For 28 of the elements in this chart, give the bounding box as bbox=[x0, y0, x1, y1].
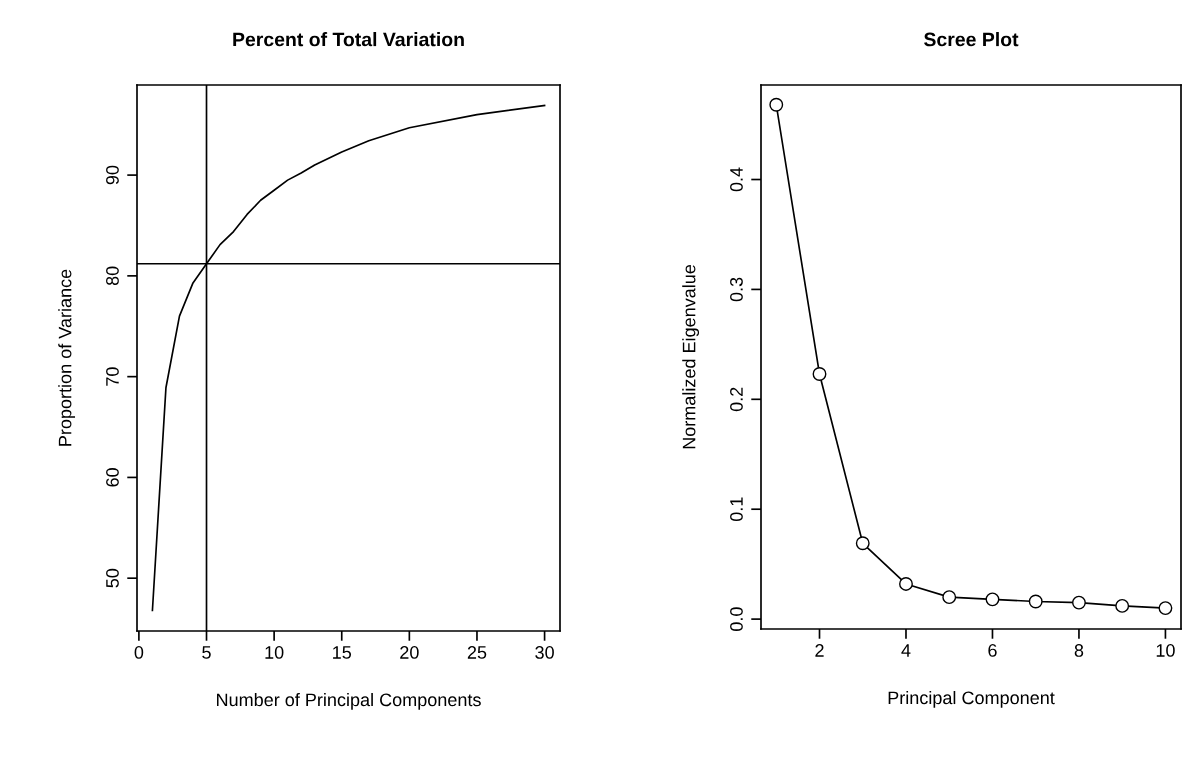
x-tick-label: 2 bbox=[815, 644, 824, 657]
y-axis-title: Normalized Eigenvalue bbox=[682, 264, 700, 449]
y-axis-title: Proportion of Variance bbox=[58, 269, 76, 446]
y-tick-label: 50 bbox=[106, 568, 119, 588]
x-tick-label: 20 bbox=[400, 646, 419, 659]
x-axis-title: Number of Principal Components bbox=[217, 692, 481, 710]
y-tick-label: 0.3 bbox=[730, 277, 743, 302]
x-tick-label: 25 bbox=[467, 646, 487, 659]
chart-title: Scree Plot bbox=[924, 32, 1019, 47]
x-tick-label: 10 bbox=[265, 646, 284, 659]
x-tick-label: 30 bbox=[535, 646, 554, 659]
x-tick-label: 5 bbox=[202, 646, 211, 659]
x-axis-title: Principal Component bbox=[888, 690, 1055, 708]
y-tick-label: 90 bbox=[106, 165, 119, 185]
y-tick-label: 80 bbox=[106, 266, 119, 286]
x-tick-label: 6 bbox=[988, 644, 997, 657]
y-tick-label: 0.4 bbox=[730, 167, 743, 192]
y-tick-label: 0.2 bbox=[730, 387, 743, 412]
y-tick-label: 60 bbox=[106, 468, 119, 487]
y-tick-label: 70 bbox=[106, 367, 119, 386]
y-tick-label: 0.0 bbox=[730, 607, 743, 631]
x-tick-label: 4 bbox=[901, 644, 911, 657]
x-tick-label: 0 bbox=[134, 646, 144, 659]
y-tick-label: 0.1 bbox=[730, 497, 743, 522]
x-tick-label: 8 bbox=[1074, 644, 1084, 657]
x-tick-label: 10 bbox=[1156, 644, 1175, 657]
chart-title: Percent of Total Variation bbox=[233, 32, 464, 47]
x-tick-label: 15 bbox=[333, 646, 352, 659]
